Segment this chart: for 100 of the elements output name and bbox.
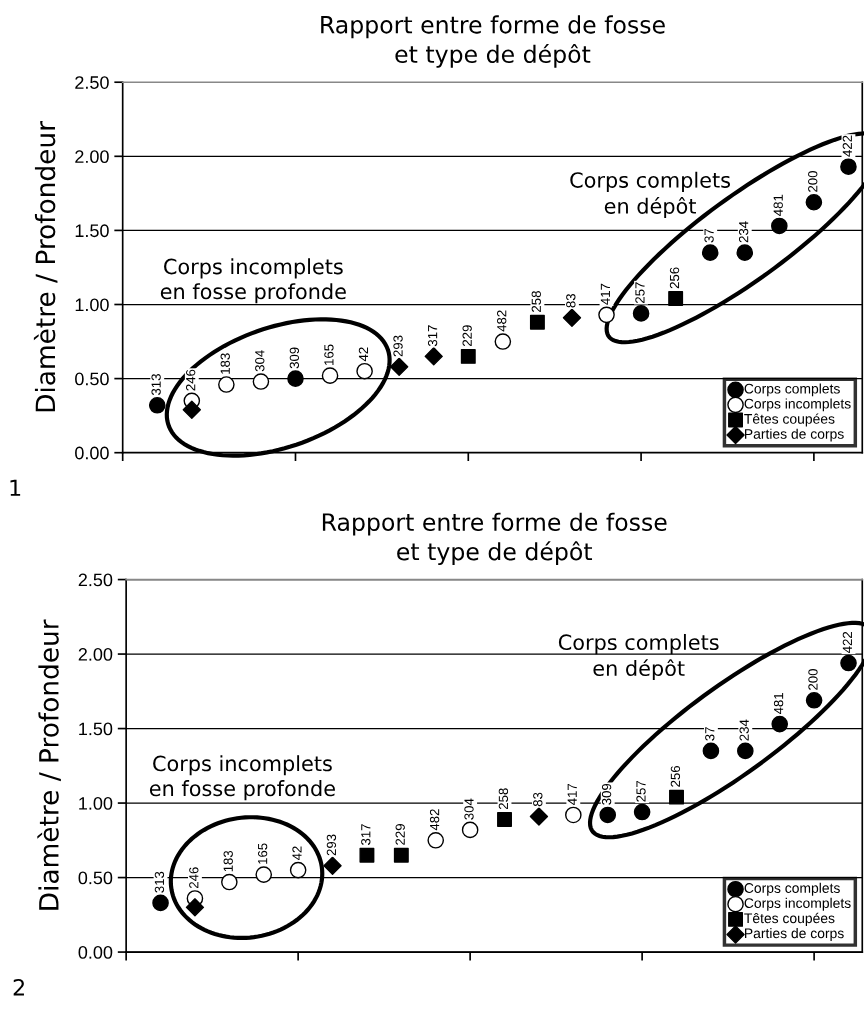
y-axis-title: Diamètre / Profondeur: [37, 619, 61, 910]
legend-label: Corps incomplets: [744, 897, 851, 911]
text: 2: [13, 978, 24, 996]
x-tick-label: 83: [533, 792, 543, 807]
x-tick-label: 309: [601, 783, 612, 805]
x-tick-label: 165: [257, 843, 268, 864]
x-tick-label: 229: [395, 824, 405, 845]
point: [565, 806, 582, 824]
point: [701, 244, 719, 261]
legend-label: Corps complets: [744, 882, 840, 896]
point: [736, 244, 754, 261]
legend-label: Têtes coupées: [744, 413, 835, 427]
point: [529, 314, 545, 330]
annotation: Corps incomplets en fosse profonde: [160, 258, 346, 304]
point: [771, 715, 789, 733]
point: [287, 370, 304, 387]
y-tick-label: 2.50: [75, 76, 109, 89]
point: [185, 898, 205, 917]
x-tick-label: 200: [808, 669, 818, 690]
x-tick-label: 422: [842, 135, 852, 157]
point: [461, 821, 479, 839]
x-tick-label: 246: [186, 369, 196, 391]
x-tick-label: 482: [497, 310, 507, 332]
y-tick-label: 1.00: [75, 298, 109, 312]
x-tick-label: 37: [704, 228, 714, 243]
point: [771, 217, 788, 235]
x-tick-label: 256: [670, 765, 681, 787]
legend-label: Têtes coupées: [744, 912, 835, 926]
y-axis-title: Diamètre / Profondeur: [33, 121, 58, 412]
x-tick-label: 481: [773, 194, 783, 216]
x-tick-label: 313: [154, 871, 165, 893]
x-tick-label: 234: [739, 719, 749, 741]
point: [359, 847, 375, 863]
point: [255, 866, 273, 883]
point: [289, 861, 307, 879]
x-tick-label: 257: [636, 780, 646, 802]
point: [529, 807, 549, 826]
point: [840, 654, 857, 672]
x-tick-label: 229: [462, 325, 472, 346]
x-tick-label: 293: [326, 834, 337, 856]
annotation: Corps complets en dépôt: [570, 171, 731, 218]
x-tick-label: 256: [669, 267, 680, 289]
x-tick-label: 37: [705, 727, 715, 741]
y-tick-label: 1.00: [79, 797, 113, 810]
x-tick-label: 317: [361, 824, 371, 845]
point: [737, 742, 754, 760]
x-tick-label: 293: [393, 335, 403, 357]
point: [497, 811, 512, 827]
point: [460, 348, 476, 364]
point: [427, 832, 445, 849]
legend-label: Parties de corps: [745, 428, 844, 442]
point: [182, 400, 202, 419]
x-tick-label: 304: [464, 798, 474, 820]
x-tick-label: 183: [223, 850, 233, 872]
y-tick-label: 2.00: [75, 150, 109, 164]
x-tick-label: 481: [773, 693, 784, 715]
point: [805, 691, 823, 709]
point: [424, 347, 443, 366]
x-tick-label: 417: [600, 283, 610, 305]
point: [669, 789, 684, 805]
x-tick-label: 257: [635, 282, 645, 304]
x-tick-label: 42: [292, 846, 302, 861]
x-tick-label: 258: [498, 788, 509, 810]
point: [321, 367, 339, 384]
point: [633, 803, 651, 821]
x-tick-label: 313: [151, 374, 161, 396]
x-tick-label: 83: [566, 294, 576, 308]
point: [389, 357, 409, 376]
point: [805, 193, 823, 211]
x-tick-label: 234: [738, 221, 749, 243]
point: [598, 306, 615, 324]
y-tick-label: 0.50: [75, 372, 109, 386]
x-tick-label: 317: [427, 325, 438, 347]
y-tick-label: 2.50: [78, 573, 113, 587]
point: [562, 308, 582, 328]
annotation: Corps complets en dépôt: [558, 633, 719, 681]
y-tick-label: 2.00: [78, 648, 113, 661]
x-tick-label: 42: [358, 347, 369, 362]
point: [599, 806, 617, 824]
x-tick-label: 417: [567, 783, 577, 805]
point: [323, 856, 342, 875]
y-tick-label: 1.50: [79, 722, 113, 736]
y-tick-label: 0.50: [78, 871, 113, 885]
point: [221, 873, 238, 891]
point: [702, 742, 720, 760]
point: [356, 362, 373, 380]
y-tick-label: 0.00: [78, 946, 113, 959]
legend-label: Parties de corps: [745, 928, 844, 941]
point: [632, 305, 650, 322]
y-tick-label: 1.50: [75, 224, 109, 238]
x-tick-label: 183: [220, 353, 230, 374]
x-tick-label: 304: [255, 350, 265, 372]
x-tick-label: 482: [429, 809, 440, 831]
point: [218, 376, 235, 393]
legend-label: Corps complets: [744, 383, 840, 397]
point: [494, 333, 512, 350]
point: [148, 396, 166, 414]
point: [393, 847, 409, 863]
chart-title: Rapport entre forme de fosse et type de dépôt: [322, 512, 667, 566]
text: 1: [10, 479, 21, 496]
